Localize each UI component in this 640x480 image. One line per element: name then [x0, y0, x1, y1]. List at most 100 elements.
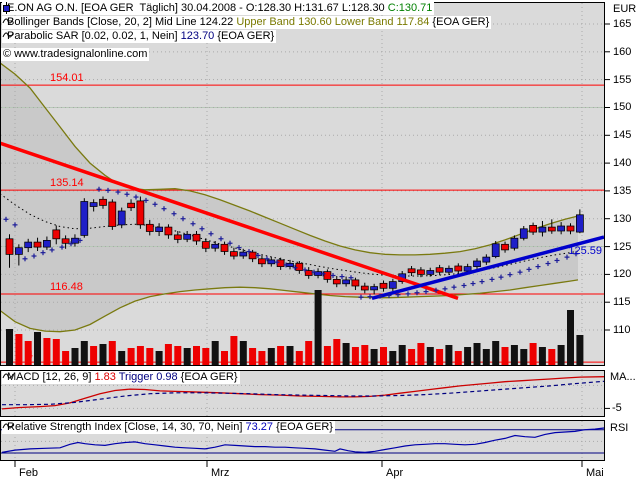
volume-bar — [174, 346, 182, 365]
candle-body — [127, 202, 135, 209]
candle-body — [80, 201, 89, 236]
price-tick-label: 135 — [613, 185, 632, 197]
candle-body — [435, 267, 444, 273]
volume-bar — [80, 341, 88, 365]
watermark[interactable]: © www.tradesignalonline.com — [1, 48, 150, 61]
candle-body — [239, 251, 248, 257]
macd-line — [1, 376, 605, 410]
price-tick-label: 150 — [613, 101, 632, 113]
copyright-icon: © — [3, 48, 12, 60]
hline-label-154: 154.01 — [50, 72, 84, 84]
volume-bar — [436, 349, 444, 365]
candle-body — [267, 259, 276, 265]
candle-body — [323, 271, 332, 280]
candle-body — [108, 201, 117, 227]
legend-bollinger[interactable]: Bollinger Bands [Close, 20, 2] Mid Line … — [2, 16, 492, 29]
volume-bar — [211, 341, 219, 365]
volume-bar — [538, 347, 546, 365]
volume-bar — [164, 344, 172, 365]
macd-panel-border — [0, 370, 605, 417]
rsi-panel-right-label: RSI — [610, 422, 629, 434]
volume-bar — [127, 348, 135, 365]
volume-bar — [267, 348, 275, 365]
volume-bar — [99, 344, 107, 365]
candle-body — [529, 225, 537, 233]
candle-body — [557, 225, 565, 232]
candle-body — [155, 226, 163, 232]
price-tick-label: 145 — [613, 129, 632, 141]
volume-bar — [417, 343, 425, 365]
candle-body — [388, 281, 397, 289]
price-tick-label: 160 — [613, 46, 632, 58]
candle-body — [519, 228, 528, 239]
price-tick-label: 125 — [613, 241, 632, 253]
volume-bar — [501, 347, 509, 365]
volume-bar — [351, 347, 359, 365]
volume-bar — [576, 335, 584, 365]
candle-body — [417, 269, 425, 275]
volume-bar — [118, 351, 126, 365]
candle-body — [379, 282, 388, 289]
volume-bar — [90, 346, 98, 365]
volume-bar — [239, 341, 247, 365]
candle-body — [136, 200, 145, 226]
volume-bar — [52, 339, 60, 365]
volume-bar — [24, 341, 32, 365]
hline-label-116: 116.48 — [50, 281, 83, 293]
volume-bar — [473, 343, 481, 365]
candle-body — [220, 243, 229, 252]
candle-body — [501, 243, 509, 251]
volume-bar — [314, 290, 322, 365]
bollinger-band-fill — [0, 62, 578, 332]
volume-bar — [277, 346, 285, 365]
legend-parabolic[interactable]: Parabolic SAR [0.02, 0.02, 1, Nein] 123.… — [2, 30, 277, 43]
macd-value: 1.83 — [94, 371, 116, 383]
legend-rsi[interactable]: Relative Strength Index [Close, 14, 30, … — [2, 421, 335, 434]
price-axis-unit: EUR — [613, 3, 637, 15]
volume-bar — [146, 348, 154, 365]
macd-label: MACD [12, 26, 9] — [7, 371, 95, 383]
parabolic-value: 123.70 — [180, 30, 215, 42]
bollinger-upper-line — [0, 62, 579, 256]
bollinger-bands — [0, 62, 579, 333]
price-tick-label: 130 — [613, 213, 632, 225]
volume-bar — [286, 346, 294, 365]
volume-bar — [464, 347, 472, 365]
volume-bar — [333, 339, 341, 365]
macd-panel-right-label: MA... — [610, 371, 636, 383]
rsi-line — [1, 427, 605, 454]
bollinger-band-values: Upper Band 130.60 Lower Band 117.84 — [236, 16, 430, 28]
volume-bar — [34, 332, 41, 365]
candle-body — [33, 241, 42, 248]
candle-body — [173, 234, 182, 240]
candle-body — [510, 237, 519, 249]
volume-bar — [323, 346, 331, 365]
macd-tick-label: -5 — [612, 402, 622, 414]
volume-bar — [445, 345, 453, 365]
candle-body — [342, 279, 350, 285]
candle-body — [71, 237, 79, 244]
candle-body — [211, 243, 220, 249]
legend-instrument[interactable]: E.ON AG O.N. [EOA GER Täglich] 30.04.200… — [2, 2, 435, 15]
candle-body — [52, 229, 61, 240]
candle-body — [276, 259, 285, 267]
volume-bar — [108, 341, 116, 365]
price-tick-label: 140 — [613, 157, 632, 169]
month-label: Mrz — [211, 467, 230, 479]
bollinger-symbol: {EOA GER} — [429, 16, 490, 28]
candle-body — [351, 279, 360, 287]
volume-bar — [567, 310, 574, 365]
volume-bar — [155, 351, 163, 365]
volume-bar — [482, 349, 490, 365]
trendlines — [0, 141, 605, 300]
volume-bar — [454, 351, 462, 365]
volume-bar — [295, 351, 303, 365]
volume-bar — [230, 336, 238, 365]
candle-body — [332, 279, 341, 285]
volume-bar — [492, 341, 500, 365]
volume-bar — [510, 345, 518, 365]
legend-macd[interactable]: MACD [12, 26, 9] 1.83 Trigger 0.98 {EOA … — [2, 371, 240, 384]
volume-bar — [398, 345, 406, 365]
